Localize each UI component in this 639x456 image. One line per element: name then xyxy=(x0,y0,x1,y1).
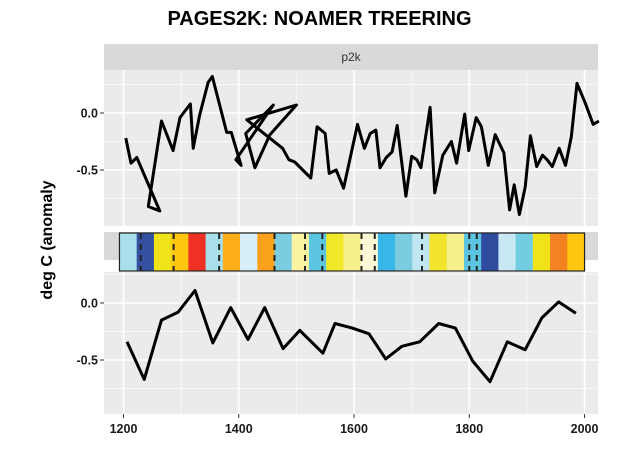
color-band-cell xyxy=(171,233,189,271)
x-tick-label: 1800 xyxy=(455,422,483,436)
color-band-cell xyxy=(532,233,551,271)
color-band-cell xyxy=(291,233,310,271)
upper-panel-gridlines xyxy=(104,70,598,226)
color-band-cell xyxy=(136,233,155,271)
y-tick-label: 0.0 xyxy=(81,107,98,121)
y-tick-label: -0.5 xyxy=(76,164,98,178)
color-band-cell xyxy=(257,233,275,271)
color-band-cell xyxy=(550,233,568,271)
color-band-cell xyxy=(429,233,448,271)
x-tick-label: 1600 xyxy=(340,422,368,436)
color-band-cell xyxy=(395,233,413,271)
y-tick-label: 0.0 xyxy=(81,297,98,311)
color-band-cell xyxy=(274,233,293,271)
upper-series-line xyxy=(124,75,600,216)
color-band-border xyxy=(118,232,586,272)
color-band-cell xyxy=(377,233,396,271)
chart-title: PAGES2K: NOAMER TREERING xyxy=(167,8,472,30)
color-band-cell xyxy=(222,233,241,271)
color-band-cell xyxy=(515,233,534,271)
color-band-cell xyxy=(240,233,258,271)
x-tick-label: 1200 xyxy=(110,422,138,436)
color-band-cell xyxy=(463,233,482,271)
color-band-cell xyxy=(119,233,138,271)
facet-strip-label: p2k xyxy=(341,50,361,64)
color-band-cell xyxy=(567,233,586,271)
color-band-cell xyxy=(326,233,344,271)
color-band-cell xyxy=(205,233,224,271)
x-tick-label: 1400 xyxy=(225,422,253,436)
y-tick-label: -0.5 xyxy=(76,354,98,368)
lower-series-line xyxy=(125,289,577,384)
color-band-cell xyxy=(360,233,379,271)
color-band-cell xyxy=(343,233,362,271)
color-band-cell xyxy=(498,233,517,271)
color-band-cell xyxy=(446,233,465,271)
facet-strip xyxy=(104,44,598,70)
lower-panel-background xyxy=(104,272,598,414)
x-tick-label: 2000 xyxy=(571,422,599,436)
color-band-cell xyxy=(153,233,172,271)
color-band-cell xyxy=(412,233,431,271)
color-band-cell xyxy=(188,233,207,271)
color-band-cell xyxy=(308,233,327,271)
color-band-cell xyxy=(481,233,499,271)
